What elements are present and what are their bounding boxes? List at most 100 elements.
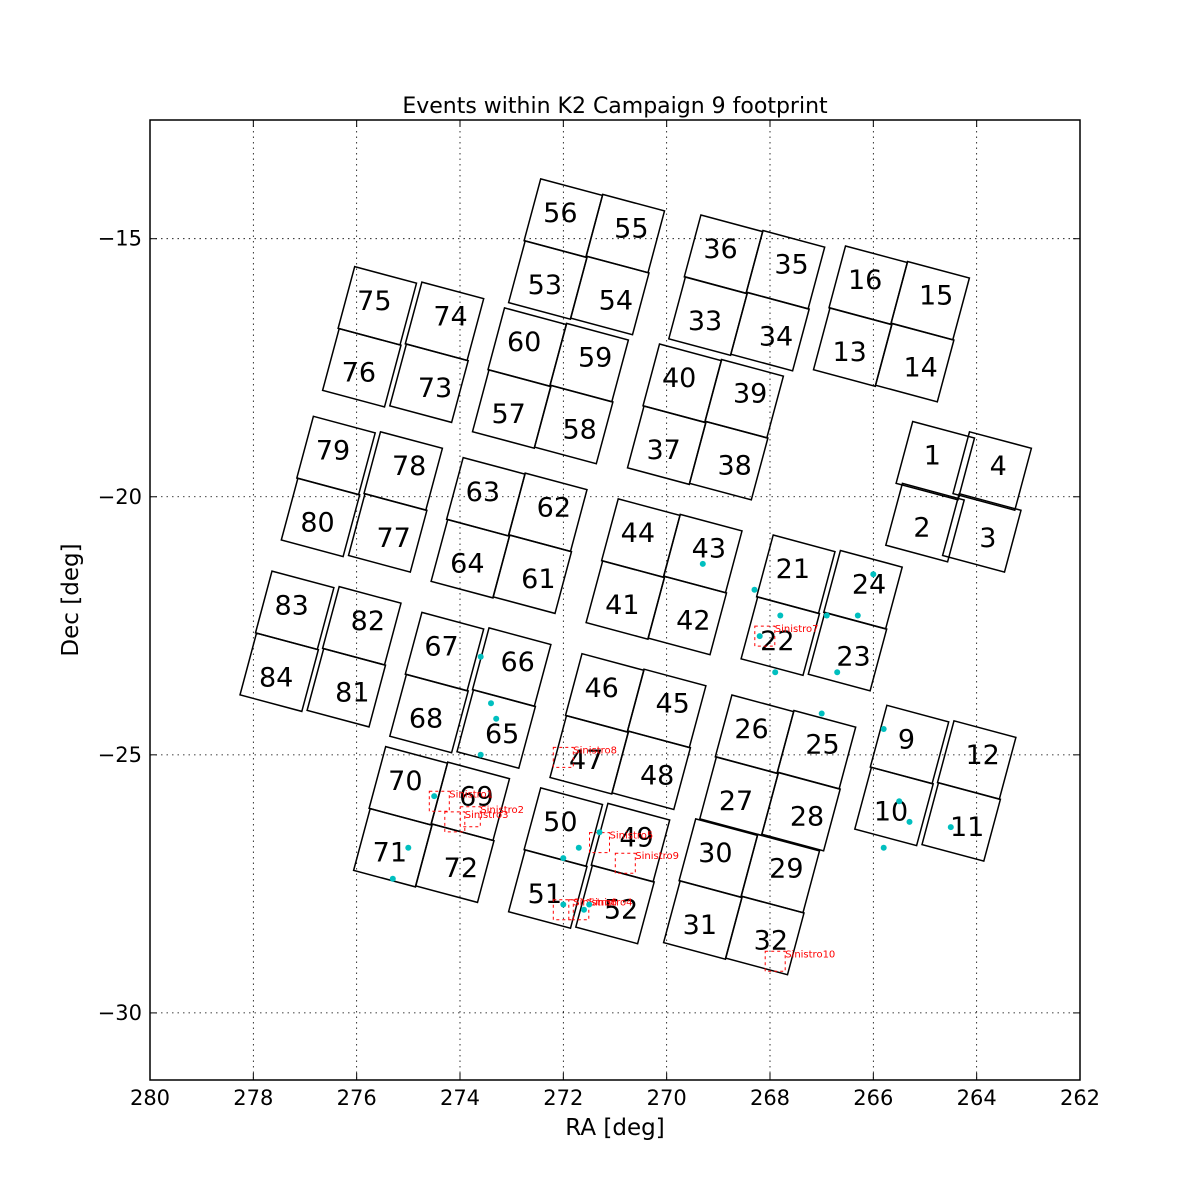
ccd-module-81 [306,647,387,728]
ccd-label-45: 45 [655,688,689,719]
x-tick-label: 270 [647,1086,687,1110]
ccd-module-64 [430,518,511,599]
ccd-module-28 [760,771,842,852]
ccd-label-50: 50 [543,807,577,838]
ccd-module-52 [574,864,656,945]
event-point [586,901,593,908]
ccd-label-26: 26 [734,714,768,745]
telescope-field-sinistro3 [444,811,466,833]
ccd-module-34 [729,291,811,372]
event-point [493,715,500,722]
ccd-label-33: 33 [688,306,722,337]
ccd-module-14 [874,322,955,403]
x-tick-label: 266 [853,1086,893,1110]
ccd-module-53 [507,239,588,321]
event-point [818,710,825,717]
ccd-label-62: 62 [537,492,571,523]
ccd-label-31: 31 [683,910,717,941]
ccd-module-48 [611,730,692,811]
ccd-label-83: 83 [274,590,308,621]
ccd-module-4 [952,430,1033,512]
ccd-label-78: 78 [392,451,426,482]
event-point [777,612,784,619]
telescope-field-sinistro6 [552,899,574,921]
event-point [560,855,567,862]
ccd-module-42 [647,575,728,656]
ccd-module-41 [585,559,666,641]
ccd-label-27: 27 [719,786,753,817]
ccd-label-35: 35 [774,250,808,281]
ccd-label-10: 10 [874,796,908,827]
ccd-label-73: 73 [418,373,452,404]
ccd-label-60: 60 [507,327,541,358]
ccd-label-69: 69 [459,781,493,812]
telescope-label-sinistro2: Sinistro2 [480,805,524,816]
x-tick-label: 262 [1060,1086,1100,1110]
event-point [870,571,877,578]
ccd-label-42: 42 [676,605,710,636]
event-point [596,829,603,836]
x-tick-label: 278 [233,1086,273,1110]
ccd-label-61: 61 [521,564,555,595]
ccd-label-54: 54 [599,285,633,316]
ccd-module-31 [662,879,743,961]
y-axis-label: Dec [deg] [58,543,84,656]
ccd-module-80 [280,477,361,558]
event-point [389,875,396,882]
ccd-label-58: 58 [562,415,596,446]
ccd-label-82: 82 [351,606,385,637]
telescope-fields: Sinistro1Sinistro2Sinistro3Sinistro4Sini… [428,624,835,972]
telescope-field-sinistro2 [459,806,481,828]
ccd-module-3 [941,492,1022,574]
ccd-label-39: 39 [733,379,767,410]
grid-lines [150,120,1080,1080]
ccd-label-43: 43 [692,534,726,565]
y-tick-label: −15 [98,227,142,251]
telescope-label-sinistro8: Sinistro8 [573,745,617,756]
ccd-module-11 [921,781,1002,863]
ccd-label-24: 24 [852,570,886,601]
ccd-module-33 [667,275,749,357]
telescope-label-sinistro4: Sinistro4 [589,898,633,909]
ccd-label-44: 44 [621,518,655,549]
event-point [699,560,706,567]
ccd-label-14: 14 [903,353,937,384]
ccd-module-37 [626,405,707,486]
ccd-label-81: 81 [335,678,369,709]
event-point [581,906,587,913]
ccd-label-22: 22 [760,626,794,657]
ccd-label-84: 84 [259,662,293,693]
x-tick-label: 272 [543,1086,583,1110]
y-tick-label: −20 [98,485,142,509]
telescope-label-sinistro10: Sinistro10 [785,949,835,960]
event-point [477,751,484,758]
ccd-label-70: 70 [388,766,422,797]
x-tick-label: 268 [750,1086,790,1110]
ccd-label-4: 4 [990,451,1007,482]
ccd-label-75: 75 [357,286,391,317]
telescope-field-sinistro9 [614,852,636,874]
ccd-module-23 [807,611,888,692]
chart-title: Events within K2 Campaign 9 footprint [402,94,828,119]
ccd-label-2: 2 [913,513,930,544]
ccd-module-47 [549,714,630,795]
ccd-label-30: 30 [698,838,732,869]
telescope-field-sinistro7 [754,625,776,647]
telescope-label-sinistro1: Sinistro1 [449,789,493,800]
x-tick-label: 264 [957,1086,997,1110]
x-tick-label: 280 [130,1086,170,1110]
event-point [854,612,861,619]
ccd-label-36: 36 [703,234,737,265]
y-tick-label: −30 [98,1001,142,1025]
y-tick-label: −25 [98,743,142,767]
event-point [772,669,779,676]
ccd-module-2 [884,482,966,563]
ccd-label-56: 56 [543,198,577,229]
ccd-module-61 [492,534,573,615]
x-axis-label: RA [deg] [565,1115,664,1141]
ccd-label-77: 77 [376,523,410,554]
telescope-label-sinistro7: Sinistro7 [775,624,819,635]
ccd-label-1: 1 [924,441,941,472]
ccd-label-3: 3 [979,523,996,554]
